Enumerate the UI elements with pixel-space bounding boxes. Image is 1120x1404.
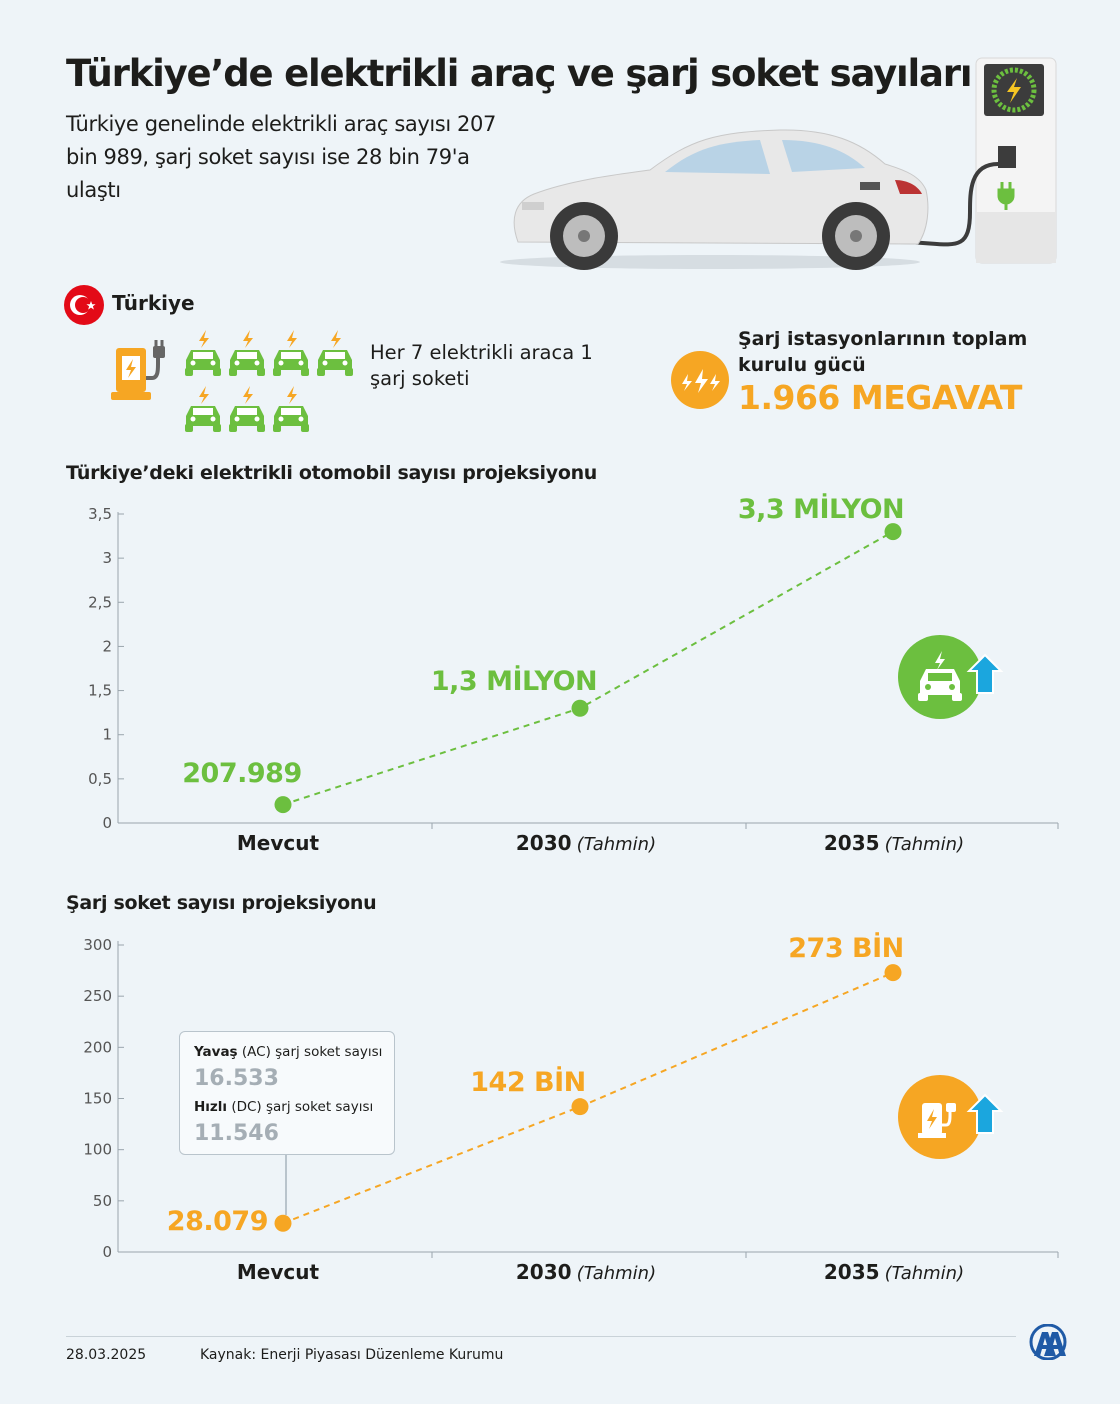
data-label: 142 BİN [470,1066,585,1098]
x-tick-label: 2030 (Tahmin) [516,1260,656,1284]
small-electric-car-icon [185,386,221,432]
data-point [571,1098,589,1116]
data-label: 28.079 [167,1206,268,1237]
data-label: 273 BİN [788,932,903,964]
power-lightning-icon [671,351,729,409]
small-electric-car-icon [317,330,353,376]
data-point [274,1214,292,1232]
small-electric-car-icon [229,330,265,376]
page-subtitle: Türkiye genelinde elektrikli araç sayısı… [66,112,496,202]
ac-socket-label: Yavaş (AC) şarj soket sayısı [194,1044,383,1060]
y-tick-label: 50 [93,1192,112,1210]
x-tick-label: Mevcut [237,831,320,855]
y-tick-label: 0 [102,1243,112,1261]
x-tick-label: 2035 (Tahmin) [824,831,964,855]
x-tick-label: 2035 (Tahmin) [824,1260,964,1284]
y-tick-label: 100 [83,1141,112,1159]
y-tick-label: 3,5 [88,505,112,523]
y-tick-label: 150 [83,1090,112,1108]
power-label: Şarj istasyonlarının toplam kurulu gücü [738,328,1028,376]
y-tick-label: 200 [83,1038,112,1056]
turkey-flag-icon [64,285,104,325]
charger-icon [111,340,165,400]
data-point [884,964,902,982]
power-value: 1.966 MEGAVAT [738,378,1022,417]
y-tick-label: 2,5 [88,593,112,611]
socket-breakdown-tooltip: Yavaş (AC) şarj soket sayısı 16.533 Hızl… [179,1031,395,1155]
y-tick-label: 1,5 [88,682,112,700]
y-tick-label: 1 [102,726,112,744]
electric-car-up-icon [898,635,1004,719]
data-point [571,699,589,717]
x-tick-label: 2030 (Tahmin) [516,831,656,855]
small-electric-car-icon [273,330,309,376]
socket-chart-title: Şarj soket sayısı projeksiyonu [66,892,377,914]
ac-socket-value: 16.533 [194,1066,279,1091]
y-tick-label: 0,5 [88,770,112,788]
small-electric-car-icon [229,386,265,432]
tooltip-connector [285,1155,287,1215]
y-tick-label: 3 [102,549,112,567]
data-point [274,796,292,814]
data-label: 3,3 MİLYON [738,493,904,525]
y-tick-label: 250 [83,987,112,1005]
cars-per-charger-icons [111,330,353,432]
vehicle-chart-title: Türkiye’deki elektrikli otomobil sayısı … [66,462,598,484]
ratio-text: Her 7 elektrikli araca 1 şarj soketi [370,341,593,390]
small-electric-car-icon [185,330,221,376]
page-title: Türkiye’de elektrikli araç ve şarj soket… [66,52,973,95]
y-tick-label: 300 [83,936,112,954]
charger-up-icon [898,1075,1004,1159]
footer-date: 28.03.2025 [66,1347,147,1363]
small-electric-car-icon [273,386,309,432]
data-point [884,523,902,541]
y-tick-label: 0 [102,814,112,832]
vehicle-projection-chart: 0 0,5 1 1,5 2 2,5 3 3,5 207.989 1,3 MİLYON 3,3 MİL… [88,493,1059,855]
data-label: 207.989 [182,758,301,789]
aa-logo [1029,1324,1067,1360]
socket-projection-chart: 0 50 100 150 200 250 300 28.079 142 BİN 273 BİN Me… [83,932,1059,1284]
dc-socket-label: Hızlı (DC) şarj soket sayısı [194,1099,374,1115]
footer-divider [66,1336,1016,1337]
ev-charging-illustration [500,57,1057,270]
country-label: Türkiye [112,291,195,315]
x-tick-label: Mevcut [237,1260,320,1284]
y-tick-label: 2 [102,637,112,655]
footer-source: Kaynak: Enerji Piyasası Düzenleme Kurumu [200,1347,504,1363]
data-label: 1,3 MİLYON [431,665,597,697]
dc-socket-value: 11.546 [194,1121,279,1146]
